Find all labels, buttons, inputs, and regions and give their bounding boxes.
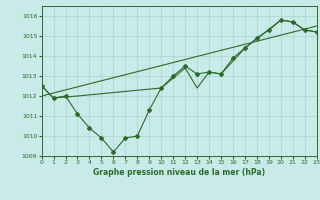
X-axis label: Graphe pression niveau de la mer (hPa): Graphe pression niveau de la mer (hPa)	[93, 168, 265, 177]
